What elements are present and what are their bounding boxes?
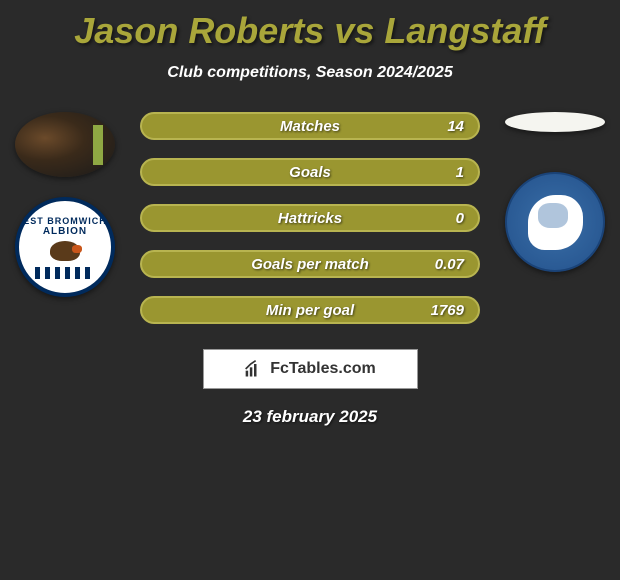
stat-label: Min per goal bbox=[266, 302, 354, 319]
club-left-name-arc: EST BROMWICH bbox=[23, 216, 107, 226]
stat-right-value: 14 bbox=[447, 118, 464, 135]
stat-label: Matches bbox=[280, 118, 340, 135]
club-left-logo: EST BROMWICH ALBION bbox=[15, 197, 115, 297]
page-title: Jason Roberts vs Langstaff bbox=[0, 0, 620, 52]
comparison-date: 23 february 2025 bbox=[0, 407, 620, 427]
bird-icon bbox=[50, 241, 80, 261]
stat-bar: Goals per match 0.07 bbox=[140, 250, 480, 278]
watermark-badge: FcTables.com bbox=[203, 349, 418, 389]
stat-bar: Matches 14 bbox=[140, 112, 480, 140]
stat-bar: Hattricks 0 bbox=[140, 204, 480, 232]
stats-bars: Matches 14 Goals 1 Hattricks 0 Goals per… bbox=[140, 112, 480, 324]
comparison-content: EST BROMWICH ALBION Matches 14 Goals 1 H… bbox=[0, 112, 620, 427]
stat-label: Goals per match bbox=[251, 256, 369, 273]
stat-bar: Goals 1 bbox=[140, 158, 480, 186]
chart-icon bbox=[244, 359, 264, 379]
stat-label: Hattricks bbox=[278, 210, 342, 227]
stat-bar: Min per goal 1769 bbox=[140, 296, 480, 324]
page-subtitle: Club competitions, Season 2024/2025 bbox=[0, 64, 620, 82]
player-left-avatar bbox=[15, 112, 115, 177]
stripes-icon bbox=[35, 267, 95, 279]
stat-label: Goals bbox=[289, 164, 331, 181]
player-right-avatar bbox=[505, 112, 605, 132]
stat-right-value: 0 bbox=[456, 210, 464, 227]
stat-right-value: 1769 bbox=[431, 302, 464, 319]
stat-right-value: 1 bbox=[456, 164, 464, 181]
lion-icon bbox=[528, 195, 583, 250]
watermark-text: FcTables.com bbox=[270, 360, 376, 378]
right-player-column bbox=[500, 112, 610, 272]
left-player-column: EST BROMWICH ALBION bbox=[10, 112, 120, 297]
stat-right-value: 0.07 bbox=[435, 256, 464, 273]
club-left-name-main: ALBION bbox=[43, 226, 87, 237]
club-right-logo bbox=[505, 172, 605, 272]
